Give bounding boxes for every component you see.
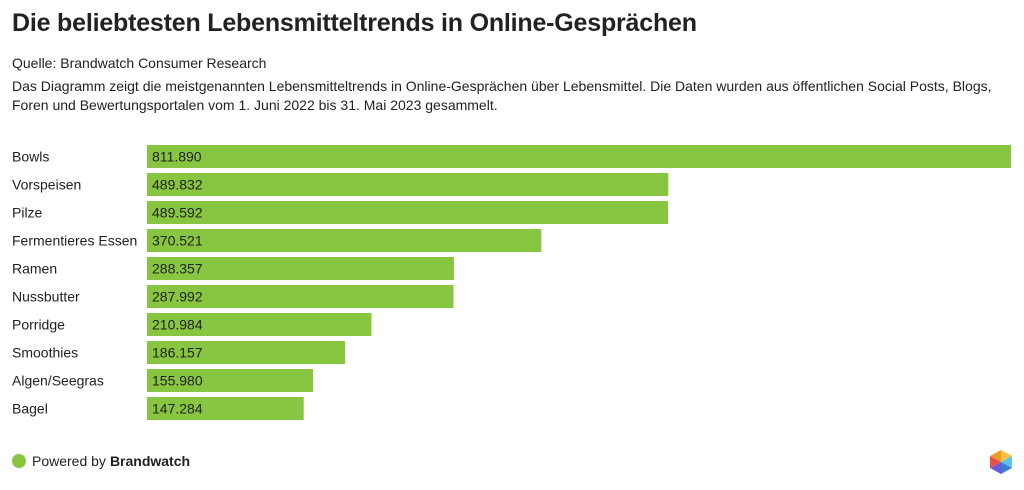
bar[interactable] — [147, 285, 454, 308]
footer-brand[interactable]: Brandwatch — [109, 453, 191, 469]
category-label: Vorspeisen — [12, 177, 81, 193]
bar[interactable] — [147, 257, 454, 280]
bar-value-label: 147.284 — [152, 401, 203, 417]
bar-value-label: 489.592 — [152, 205, 203, 221]
category-label: Ramen — [12, 261, 57, 277]
chart-description: Das Diagramm zeigt die meistgenannten Le… — [12, 78, 992, 113]
bar-value-label: 811.890 — [152, 149, 202, 165]
bar[interactable] — [147, 201, 668, 224]
footer: Powered by Brandwatch — [12, 453, 190, 469]
footer-prefix: Powered by — [32, 453, 106, 469]
category-label: Smoothies — [12, 345, 78, 361]
bar[interactable] — [147, 341, 346, 364]
bar[interactable] — [147, 145, 1011, 168]
bar[interactable] — [147, 313, 372, 336]
category-label: Fermentieres Essen — [12, 233, 137, 249]
bar-value-label: 370.521 — [152, 233, 203, 249]
brand-dot-icon — [12, 454, 26, 468]
category-label: Nussbutter — [12, 289, 80, 305]
bar[interactable] — [147, 397, 304, 420]
bar-value-label: 210.984 — [152, 317, 203, 333]
bar[interactable] — [147, 369, 313, 392]
bar[interactable] — [147, 229, 542, 252]
category-label: Pilze — [12, 205, 43, 221]
category-label: Bagel — [12, 401, 48, 417]
category-label: Algen/Seegras — [12, 373, 104, 389]
category-label: Bowls — [12, 149, 49, 165]
chart-title: Die beliebtesten Lebensmitteltrends in O… — [12, 9, 697, 37]
chart-source: Quelle: Brandwatch Consumer Research — [12, 55, 267, 71]
bar-value-label: 155.980 — [152, 373, 203, 389]
brandwatch-logo-icon[interactable] — [988, 449, 1014, 475]
bar-value-label: 287.992 — [152, 289, 203, 305]
category-label: Porridge — [12, 317, 65, 333]
bar-value-label: 186.157 — [152, 345, 203, 361]
bar-value-label: 489.832 — [152, 177, 203, 193]
bar-chart: Bowls 811.890 Vorspeisen 489.832 Pilze 489.59… — [12, 145, 1011, 420]
bar-value-label: 288.357 — [152, 261, 203, 277]
bar[interactable] — [147, 173, 669, 196]
